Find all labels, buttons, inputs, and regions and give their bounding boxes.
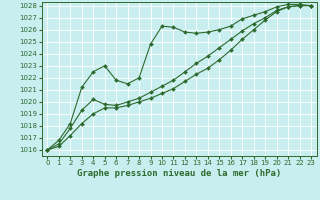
X-axis label: Graphe pression niveau de la mer (hPa): Graphe pression niveau de la mer (hPa) — [77, 169, 281, 178]
